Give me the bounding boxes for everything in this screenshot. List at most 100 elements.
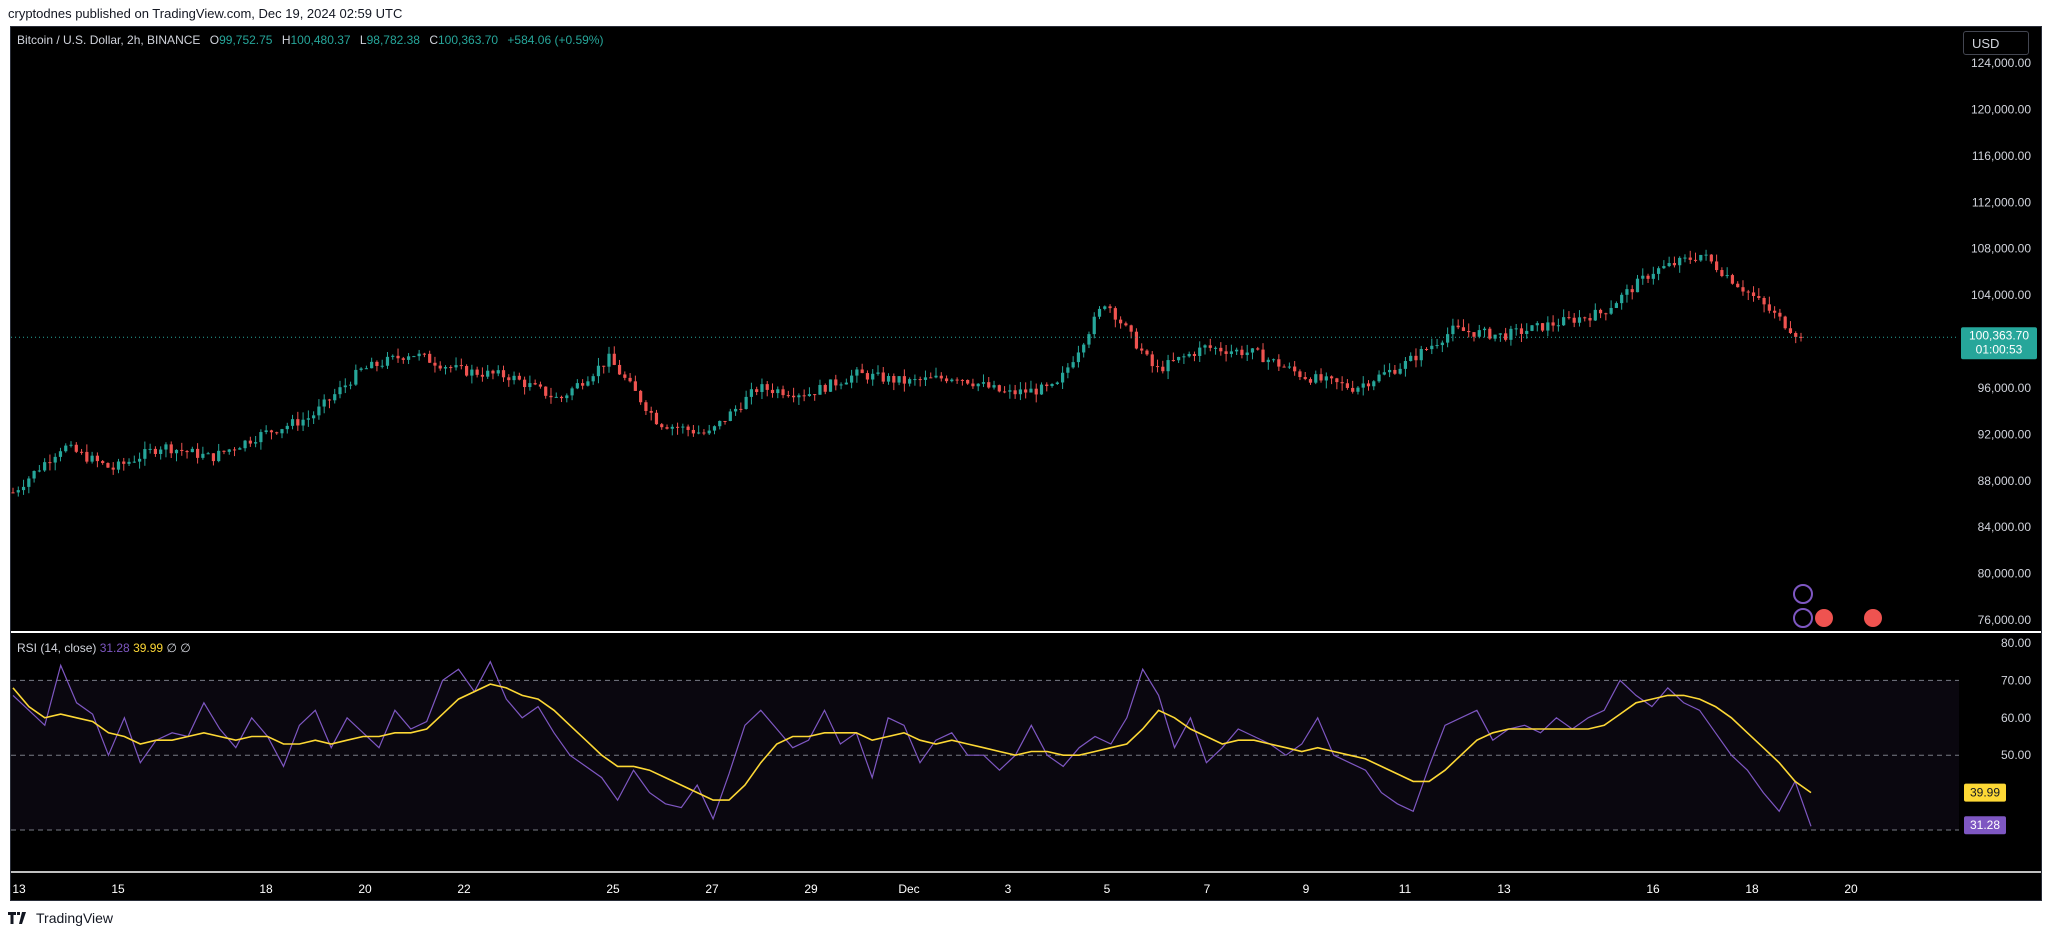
candle-body <box>728 411 732 421</box>
candle-body <box>1551 322 1555 326</box>
candle-body <box>718 420 722 427</box>
candle-body <box>1045 384 1049 387</box>
candle-body <box>290 419 295 426</box>
candle-body <box>1340 382 1344 384</box>
candle-body <box>523 379 527 388</box>
candle-body <box>813 394 817 396</box>
candle-body <box>1730 275 1735 284</box>
time-tick-label: 29 <box>804 882 818 896</box>
candle-body <box>1266 359 1270 363</box>
candle-body <box>1235 349 1239 352</box>
candle-body <box>1050 384 1054 387</box>
candle-body <box>1646 275 1650 279</box>
candle-body <box>1799 336 1803 338</box>
candle-body <box>533 383 537 385</box>
candle-body <box>1071 362 1075 368</box>
candle-body <box>317 406 321 416</box>
candle-body <box>1477 330 1481 337</box>
candle-body <box>1171 360 1175 362</box>
candle-body <box>697 432 701 434</box>
candle-body <box>918 379 922 381</box>
candle-body <box>1256 348 1260 350</box>
candle-body <box>475 369 479 375</box>
chart-canvas[interactable]: 124,000.00 120,000.00 116,000.00 112,000.00… <box>11 27 2041 900</box>
candle-body <box>1424 349 1429 351</box>
candle-body <box>1604 313 1608 315</box>
candle-body <box>496 370 500 374</box>
candle-body <box>1097 308 1102 317</box>
candle-body <box>185 451 189 453</box>
candle-body <box>275 432 279 434</box>
candle-body <box>312 415 316 419</box>
event-marker-icon <box>1793 584 1813 604</box>
candle-body <box>1319 374 1323 381</box>
time-tick-label: 16 <box>1646 882 1660 896</box>
candle-body <box>111 467 115 470</box>
candle-body <box>443 367 448 369</box>
candle-body <box>1018 389 1022 395</box>
candle-body <box>554 396 558 398</box>
symbol-title[interactable]: Bitcoin / U.S. Dollar, 2h, BINANCE <box>17 33 201 47</box>
candle-body <box>1757 296 1761 298</box>
candle-body <box>908 379 912 384</box>
candle-body <box>359 368 363 370</box>
candle-body <box>733 408 738 412</box>
candle-body <box>581 383 585 386</box>
candle-body <box>491 370 495 374</box>
us-flag-icon <box>1815 609 1833 627</box>
candle-body <box>1382 372 1386 375</box>
countdown-label: 01:00:53 <box>1976 342 2023 356</box>
candle-body <box>174 449 179 454</box>
rsi-title[interactable]: RSI (14, close) <box>17 641 97 655</box>
candle-body <box>1504 333 1508 340</box>
candle-body <box>1794 332 1798 337</box>
candle-body <box>1177 356 1181 361</box>
candle-body <box>27 478 31 487</box>
candle-body <box>512 375 516 381</box>
candle-body <box>122 461 126 464</box>
price-tick-label: 108,000.00 <box>1971 242 2031 256</box>
currency-selector[interactable]: USD <box>1963 31 2029 55</box>
candle-body <box>1245 352 1249 356</box>
open-value: 99,752.75 <box>219 33 273 47</box>
candle-body <box>248 440 252 444</box>
candle-body <box>1440 342 1444 346</box>
candle-body <box>1219 347 1223 352</box>
candle-body <box>765 384 769 390</box>
candle-body <box>1356 387 1360 392</box>
candle-body <box>570 388 574 396</box>
time-tick-label: 18 <box>259 882 273 896</box>
candle-body <box>665 427 669 429</box>
candle-body <box>776 389 780 394</box>
time-tick-label: 9 <box>1303 882 1310 896</box>
candle-body <box>58 451 63 457</box>
candle-body <box>343 385 347 388</box>
high-value: 100,480.37 <box>290 33 351 47</box>
candle-body <box>565 395 569 399</box>
candle-body <box>1635 278 1640 293</box>
low-label: L <box>359 33 367 47</box>
candle-body <box>1725 275 1729 277</box>
candle-body <box>449 367 453 369</box>
candle-body <box>370 361 374 369</box>
chart-frame[interactable]: 124,000.00 120,000.00 116,000.00 112,000.00… <box>10 26 2042 901</box>
candle-body <box>871 373 875 380</box>
candle-body <box>354 369 358 385</box>
candle-body <box>69 444 73 446</box>
candle-body <box>327 399 332 401</box>
candle-body <box>992 385 996 388</box>
candle-body <box>923 377 928 380</box>
candle-body <box>1419 349 1423 361</box>
candle-body <box>591 376 595 382</box>
rsi-tick-label: 70.00 <box>2001 673 2031 687</box>
candle-body <box>222 450 226 452</box>
candle-body <box>1140 348 1144 351</box>
candle-body <box>401 358 405 360</box>
candle-body <box>902 376 906 384</box>
candle-body <box>1414 355 1418 361</box>
price-tick-label: 120,000.00 <box>1971 102 2031 116</box>
brand-name: TradingView <box>36 910 114 926</box>
candle-body <box>43 462 47 471</box>
candle-body <box>21 486 26 491</box>
candle-body <box>850 375 854 383</box>
